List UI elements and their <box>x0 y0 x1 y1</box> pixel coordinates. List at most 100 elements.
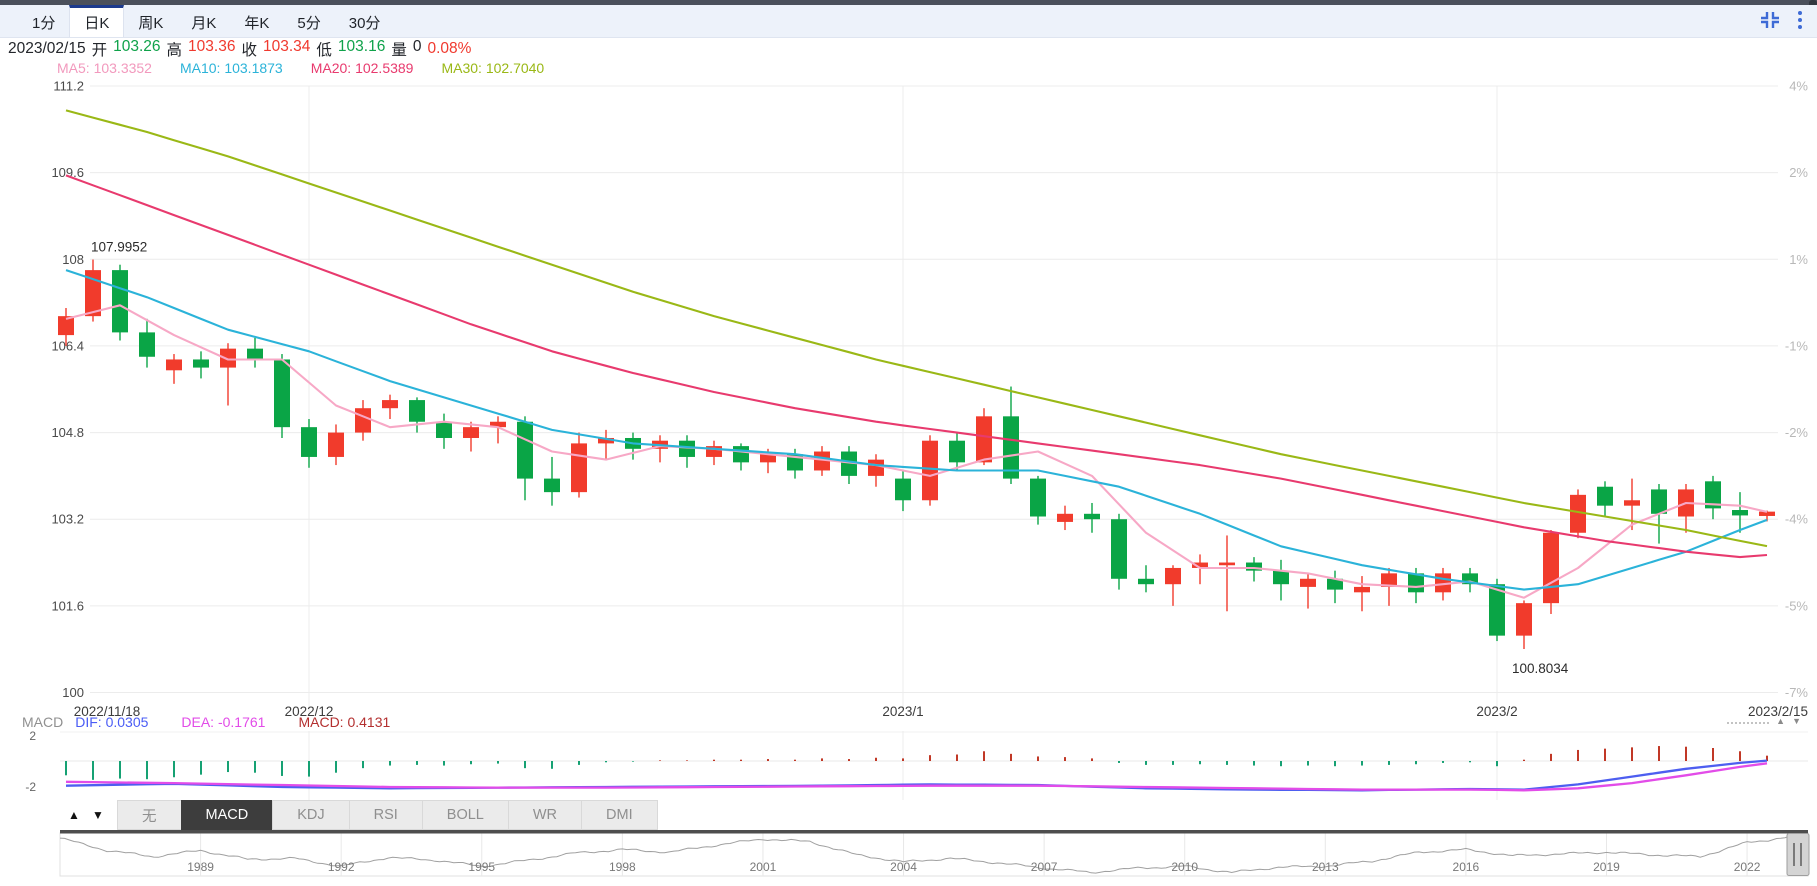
indicator-tab-MACD[interactable]: MACD <box>180 800 274 830</box>
field-value: 103.36 <box>188 38 236 55</box>
indicator-tab-无[interactable]: 无 <box>117 800 182 830</box>
field-label: 低 <box>316 42 332 59</box>
high-label: 107.9952 <box>91 240 147 255</box>
indicator-tab-RSI[interactable]: RSI <box>348 800 423 830</box>
chart-toolbar-icons <box>1759 10 1803 30</box>
candle-body <box>1462 573 1478 585</box>
y-axis-left-label: 108 <box>62 252 84 267</box>
x-axis-label: 2023/2/15 <box>1748 704 1808 719</box>
indicator-up-arrow[interactable]: ▲ <box>62 800 86 830</box>
field-label: 开 <box>91 42 108 59</box>
candle-body <box>1543 532 1559 604</box>
navigator-year-label: 2022 <box>1734 860 1761 874</box>
indicator-tab-DMI[interactable]: DMI <box>581 800 658 830</box>
macd-expand-icon[interactable]: ▲ <box>1776 716 1786 726</box>
candle-body <box>1381 573 1397 587</box>
tab-年K[interactable]: 年K <box>244 15 270 32</box>
candle-body <box>355 408 371 433</box>
x-axis-label: 2023/2 <box>1476 704 1517 719</box>
navigator-year-label: 1989 <box>187 860 214 874</box>
kebab-menu-icon[interactable] <box>1797 10 1803 30</box>
candle-body <box>1219 562 1235 566</box>
y-axis-left-label: 106.4 <box>51 338 84 353</box>
macd-pane-controls: ▲ ▼ <box>1727 717 1801 726</box>
indicator-tab-bar: ▲ ▼ 无 MACD KDJ RSI BOLL WR DMI <box>0 800 1817 830</box>
candle-body <box>1165 567 1181 585</box>
ma30-legend: MA30: 102.7040 <box>441 60 545 76</box>
field-label: 量 <box>391 42 407 59</box>
y-axis-left-label: 103.2 <box>51 512 84 527</box>
candle-body <box>1489 584 1505 636</box>
candle-body <box>1057 513 1073 522</box>
candle-body <box>490 421 506 428</box>
field-value: 0 <box>412 38 422 55</box>
candle-body <box>247 348 263 360</box>
candle-body <box>1030 478 1046 517</box>
y-axis-right-label: 2% <box>1789 165 1808 180</box>
ma5-line <box>65 304 1768 599</box>
field-label: 高 <box>166 42 183 59</box>
x-axis-label: 2023/1 <box>882 704 923 719</box>
macd-axis-label: -2 <box>25 780 36 794</box>
candle-body <box>1300 578 1316 587</box>
ma10-line <box>65 269 1768 591</box>
macd-drag-handle[interactable] <box>1727 720 1770 724</box>
navigator-year-label: 2007 <box>1031 860 1058 874</box>
y-axis-right-label: -5% <box>1785 598 1809 613</box>
navigator-history-line <box>59 835 1804 874</box>
collapse-icon[interactable] <box>1759 11 1781 29</box>
field-value: 103.16 <box>337 38 386 55</box>
navigator-year-label: 1992 <box>328 860 355 874</box>
tab-1分[interactable]: 1分 <box>32 15 56 32</box>
candle-body <box>733 446 749 463</box>
field-label: 收 <box>241 42 257 59</box>
main-chart-canvas[interactable]: 111.2 109.6 108 106.4 104.8 103.2 101.6 100 4% 2%… <box>0 75 1817 723</box>
indicator-tab-KDJ[interactable]: KDJ <box>272 800 350 830</box>
candle-body <box>112 270 128 333</box>
candle-body <box>220 348 236 368</box>
candle-body <box>139 332 155 357</box>
ma5-legend: MA5: 103.3352 <box>57 60 152 76</box>
navigator-year-label: 2016 <box>1453 860 1480 874</box>
indicator-tab-WR[interactable]: WR <box>507 800 583 830</box>
navigator-year-labels: 1989 1992 1995 1998 2001 2004 2007 2010 2013 2016… <box>187 860 1761 874</box>
candle-body <box>85 270 101 317</box>
navigator-year-label: 2010 <box>1171 860 1198 874</box>
navigator-year-label: 1998 <box>609 860 636 874</box>
macd-legend-dif: DIF: 0.0305 <box>75 714 149 730</box>
candle-body <box>922 440 938 501</box>
navigator-slider[interactable] <box>1786 833 1810 876</box>
candle-body <box>1003 416 1019 479</box>
x-axis-label: 2022/12 <box>285 704 334 719</box>
tab-5分[interactable]: 5分 <box>297 15 321 32</box>
candle-body <box>598 437 614 444</box>
macd-panel[interactable]: 2 -2 <box>0 731 1817 800</box>
tab-日K[interactable]: 日K <box>69 5 125 37</box>
tab-周K[interactable]: 周K <box>138 15 164 32</box>
y-axis-left-label: 109.6 <box>51 165 84 180</box>
y-axis-right-label: -4% <box>1785 512 1809 527</box>
candle-body <box>706 446 722 457</box>
candle-body <box>571 443 587 493</box>
candle-body <box>1111 519 1127 579</box>
candle-body <box>382 400 398 409</box>
navigator-year-label: 1995 <box>468 860 495 874</box>
tab-30分[interactable]: 30分 <box>348 15 381 32</box>
candles-layer <box>58 259 1775 649</box>
candle-body <box>1138 578 1154 585</box>
candle-body <box>1624 500 1640 506</box>
candle-body <box>949 440 965 463</box>
y-axis-left-label: 100 <box>62 685 84 700</box>
candle-body <box>517 421 533 479</box>
candle-body <box>1759 511 1775 516</box>
candle-body <box>274 359 290 428</box>
tab-月K[interactable]: 月K <box>191 15 217 32</box>
macd-collapse-icon[interactable]: ▼ <box>1792 716 1801 726</box>
timeline-navigator[interactable]: 1989 1992 1995 1998 2001 2004 2007 2010 2013 2016… <box>0 830 1817 886</box>
y-axis-left-label: 101.6 <box>51 598 84 613</box>
field-value: 103.26 <box>113 38 161 55</box>
y-axis-right-label: -7% <box>1785 685 1809 700</box>
indicator-tab-BOLL[interactable]: BOLL <box>421 800 509 830</box>
ma20-legend: MA20: 102.5389 <box>310 60 414 76</box>
indicator-down-arrow[interactable]: ▼ <box>86 800 110 830</box>
